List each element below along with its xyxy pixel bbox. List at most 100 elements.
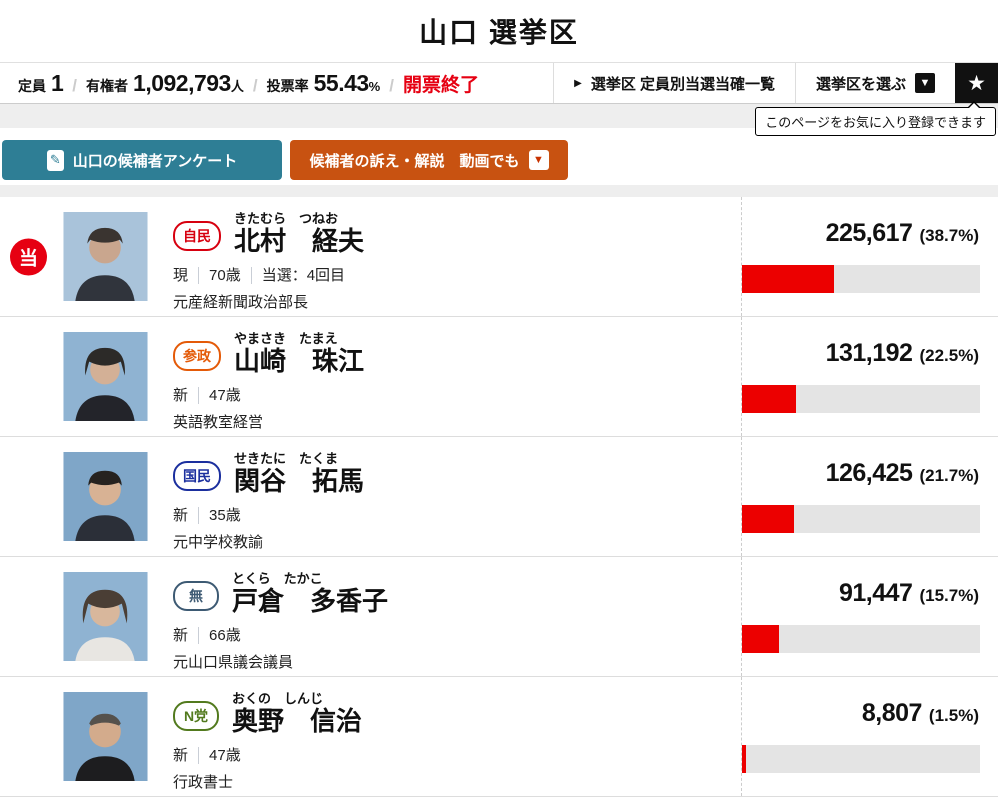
result-area: 126,425 (21.7%) [741,437,998,556]
party-badge: 自民 [173,221,221,252]
candidate-career: 英語教室経営 [173,414,264,432]
candidate-name: 山崎 珠江 [234,346,365,376]
turnout-unit: % [368,78,381,94]
candidate-video-button[interactable]: 候補者の訴え・解説 動画でも ▼ [290,140,568,180]
vote-bar-track [742,625,980,653]
vote-count: 225,617 [825,219,913,247]
result-area: 225,617 (38.7%) [741,197,998,316]
chevron-down-icon: ▼ [915,73,935,93]
candidate-career: 元山口県議会議員 [173,654,294,672]
candidate-row: 無 とくら たかこ 戸倉 多香子 新 66歳 元山口県議会議員 91,447 (1… [0,557,998,677]
vote-count: 91,447 [839,579,913,607]
candidate-note: 当選：4回目 [250,267,356,285]
result-area: 91,447 (15.7%) [741,557,998,676]
candidate-details: 新 47歳 [173,744,362,765]
district-winners-list-link[interactable]: ▶ 選挙区 定員別当選当確一覧 [554,63,795,103]
favorite-star-button[interactable]: ★ [955,63,998,103]
district-select-label: 選挙区を選ぶ [815,75,906,93]
party-badge: 無 [173,581,219,612]
candidate-age: 70歳 [198,267,251,285]
survey-button-label: 山口の候補者アンケート [72,152,238,170]
candidate-photo [63,212,148,301]
voters-label: 有権者 [86,77,129,94]
voters-value: 1,092,793 [133,69,231,96]
caret-right-icon: ▶ [574,77,582,89]
vote-bar-fill [742,745,746,773]
stat-divider: / [252,75,258,95]
background-band [0,185,998,197]
candidate-row: 参政 やまさき たまえ 山崎 珠江 新 47歳 英語教室経営 131,192 (2… [0,317,998,437]
count-status: 開票終了 [402,74,479,96]
spacer [479,63,553,103]
vote-percent: (22.5%) [919,346,979,365]
vote-bar-track [742,745,980,773]
party-badge: N党 [173,701,219,732]
vote-count: 8,807 [861,699,923,727]
star-icon: ★ [967,71,986,95]
vote-percent: (38.7%) [919,226,979,245]
favorite-tooltip: このページをお気に入り登録できます [755,101,996,136]
candidate-survey-button[interactable]: ✎ 山口の候補者アンケート [2,140,282,180]
title-bar: 山口 選挙区 [0,0,998,62]
voters-unit: 人 [230,78,244,94]
candidate-kana: やまさき たまえ [234,331,338,346]
candidate-status: 現 [173,267,189,285]
action-buttons-row: ✎ 山口の候補者アンケート 候補者の訴え・解説 動画でも ▼ [0,128,998,185]
chevron-down-icon: ▼ [528,150,549,170]
candidate-status: 新 [173,627,189,645]
candidate-info: 無 とくら たかこ 戸倉 多香子 新 66歳 元山口県議会議員 [173,568,388,672]
vote-bar-fill [742,265,835,293]
candidate-name: 関谷 拓馬 [234,466,365,496]
party-badge: 参政 [173,341,221,372]
district-winners-list-label: 選挙区 定員別当選当確一覧 [590,75,775,93]
candidate-row: 当 自民 きたむら つねお 北村 経夫 現 70歳 当選：4回目 元産経新聞政治部長… [0,197,998,317]
candidate-photo [63,572,148,661]
candidate-status: 新 [173,507,189,525]
divider [553,63,555,103]
candidate-name: 北村 経夫 [234,226,365,256]
stat-divider: / [72,75,78,95]
candidate-photo [63,692,148,781]
district-select-button[interactable]: 選挙区を選ぶ ▼ [796,63,955,103]
candidate-details: 新 35歳 [173,504,364,525]
candidate-info: 参政 やまさき たまえ 山崎 珠江 新 47歳 英語教室経営 [173,328,364,432]
candidate-name: 戸倉 多香子 [232,586,389,616]
stats-bar: 定員 1 / 有権者 1,092,793 人 / 投票率 55.43 % / 開… [0,62,998,104]
candidate-age: 47歳 [198,387,251,405]
vote-bar-fill [742,505,794,533]
video-button-label: 候補者の訴え・解説 動画でも [309,152,520,170]
candidate-details: 新 66歳 [173,624,388,645]
vote-percent: (21.7%) [919,466,979,485]
candidate-photo [63,332,148,421]
result-area: 8,807 (1.5%) [741,677,998,796]
vote-percent: (15.7%) [919,586,979,605]
vote-bar-track [742,265,980,293]
vote-bar-fill [742,385,796,413]
candidate-row: 国民 せきたに たくま 関谷 拓馬 新 35歳 元中学校教諭 126,425 (2… [0,437,998,557]
candidate-list: 当 自民 きたむら つねお 北村 経夫 現 70歳 当選：4回目 元産経新聞政治部長… [0,197,998,797]
candidate-career: 元中学校教諭 [173,534,264,552]
stat-divider: / [389,75,394,95]
candidate-age: 66歳 [198,627,251,645]
candidate-career: 元産経新聞政治部長 [173,294,309,312]
vote-percent: (1.5%) [928,706,979,725]
candidate-details: 現 70歳 当選：4回目 [173,264,364,285]
candidate-info: 国民 せきたに たくま 関谷 拓馬 新 35歳 元中学校教諭 [173,448,364,552]
candidate-row: N党 おくの しんじ 奥野 信治 新 47歳 行政書士 8,807 (1.5%) [0,677,998,797]
vote-count: 126,425 [825,459,913,487]
candidate-status: 新 [173,747,189,765]
seats-value: 1 [51,69,64,96]
vote-bar-fill [742,625,780,653]
candidate-info: N党 おくの しんじ 奥野 信治 新 47歳 行政書士 [173,688,362,792]
candidate-kana: せきたに たくま [234,451,339,466]
candidate-kana: おくの しんじ [232,691,324,706]
vote-count: 131,192 [825,339,913,367]
candidate-kana: きたむら つねお [234,211,339,226]
result-area: 131,192 (22.5%) [741,317,998,436]
candidate-info: 自民 きたむら つねお 北村 経夫 現 70歳 当選：4回目 元産経新聞政治部長 [173,208,364,312]
candidate-details: 新 47歳 [173,384,364,405]
winner-badge: 当 [10,238,47,275]
vote-bar-track [742,505,980,533]
page-title: 山口 選挙区 [419,17,579,48]
candidate-kana: とくら たかこ [232,571,323,586]
